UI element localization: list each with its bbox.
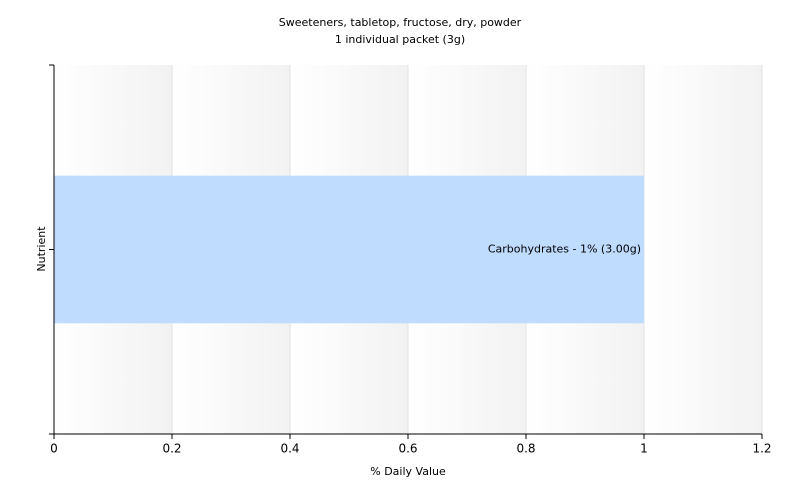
x-tick-label: 0.4 xyxy=(280,442,299,456)
x-tick-label: 0.6 xyxy=(398,442,417,456)
plot-band xyxy=(644,65,762,434)
chart-title: Sweeteners, tabletop, fructose, dry, pow… xyxy=(279,16,522,29)
y-axis-label: Nutrient xyxy=(35,226,48,272)
x-tick-label: 0.2 xyxy=(162,442,181,456)
x-axis-label: % Daily Value xyxy=(370,465,446,478)
chart-subtitle: 1 individual packet (3g) xyxy=(335,33,465,46)
bar xyxy=(54,175,644,324)
value-label: Carbohydrates - 1% (3.00g) xyxy=(488,243,641,256)
x-tick-label: 0 xyxy=(50,442,58,456)
x-tick-label: 1.2 xyxy=(752,442,771,456)
x-tick-label: 0.8 xyxy=(516,442,535,456)
x-tick-label: 1 xyxy=(640,442,648,456)
